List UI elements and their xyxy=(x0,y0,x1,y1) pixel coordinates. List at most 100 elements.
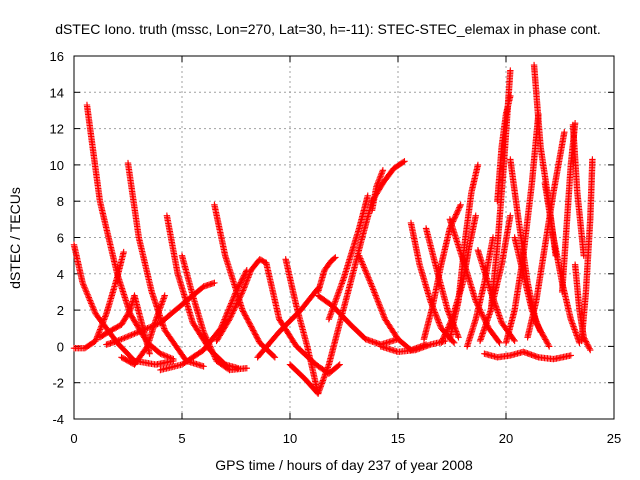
data-point xyxy=(479,312,486,319)
data-point xyxy=(227,300,235,307)
data-point xyxy=(372,292,379,299)
data-point xyxy=(455,205,462,213)
data-point xyxy=(271,354,279,361)
data-point xyxy=(373,295,380,302)
data-point xyxy=(114,337,121,345)
data-point xyxy=(244,316,251,323)
data-point xyxy=(379,310,386,317)
data-point xyxy=(237,293,244,300)
data-point xyxy=(374,180,381,187)
data-point xyxy=(441,332,448,340)
data-point xyxy=(365,275,373,283)
data-point xyxy=(444,324,452,331)
data-point xyxy=(207,344,214,352)
data-point xyxy=(239,288,246,296)
data-point xyxy=(360,264,368,271)
data-point xyxy=(433,313,440,320)
data-point xyxy=(250,327,257,334)
data-point xyxy=(495,338,502,345)
data-point xyxy=(441,331,449,338)
data-point xyxy=(167,354,174,362)
data-point xyxy=(511,337,518,345)
data-point xyxy=(582,336,589,344)
data-point xyxy=(202,333,209,340)
data-point xyxy=(225,306,232,313)
data-point xyxy=(245,317,252,325)
data-point xyxy=(85,294,93,301)
data-point xyxy=(227,313,235,320)
y-tick-label: 8 xyxy=(57,194,64,209)
data-point xyxy=(436,320,443,328)
data-point xyxy=(233,301,240,309)
data-point xyxy=(584,341,591,348)
x-tick-label: 0 xyxy=(70,431,77,446)
data-point xyxy=(245,272,253,280)
data-point xyxy=(226,315,233,323)
data-point xyxy=(544,340,551,347)
x-tick-label: 20 xyxy=(499,431,513,446)
data-point xyxy=(224,307,232,315)
data-point xyxy=(536,325,543,333)
data-point xyxy=(122,334,130,341)
data-point xyxy=(224,309,231,316)
data-point xyxy=(472,212,479,219)
data-point xyxy=(229,297,236,304)
data-point xyxy=(478,310,486,318)
data-point xyxy=(435,317,442,325)
series-7 xyxy=(118,292,168,368)
data-point xyxy=(480,313,487,320)
data-point xyxy=(375,301,383,308)
data-point xyxy=(379,167,387,174)
data-point xyxy=(440,334,447,341)
data-point xyxy=(378,170,385,177)
data-point xyxy=(88,301,96,309)
data-point xyxy=(236,281,243,289)
data-point xyxy=(99,319,107,326)
data-point xyxy=(432,312,440,319)
data-point xyxy=(243,278,250,285)
data-point xyxy=(246,269,254,277)
data-point xyxy=(452,211,460,218)
data-point xyxy=(86,295,93,303)
data-point xyxy=(206,341,213,349)
data-point xyxy=(204,337,211,344)
data-point xyxy=(233,300,241,307)
data-point xyxy=(438,339,445,346)
data-point xyxy=(377,173,384,180)
data-point xyxy=(128,331,135,339)
data-point xyxy=(98,323,105,330)
data-point xyxy=(116,336,124,343)
data-point xyxy=(453,209,461,217)
data-point xyxy=(366,277,373,284)
data-point xyxy=(247,323,255,330)
data-point xyxy=(145,324,153,331)
data-point xyxy=(91,309,99,316)
data-point xyxy=(115,337,122,344)
data-point xyxy=(362,268,370,276)
data-point xyxy=(496,339,503,346)
data-point xyxy=(243,364,250,372)
data-point xyxy=(371,289,378,296)
data-point xyxy=(239,287,247,294)
data-point xyxy=(444,306,451,314)
data-point xyxy=(229,310,236,317)
data-point xyxy=(375,177,382,184)
data-point xyxy=(100,317,107,325)
data-point xyxy=(587,346,594,354)
data-point xyxy=(158,351,166,358)
data-point xyxy=(445,308,452,315)
data-point xyxy=(377,304,384,311)
series-17 xyxy=(254,285,322,361)
data-point xyxy=(237,291,245,299)
data-point xyxy=(238,276,246,283)
data-point xyxy=(240,308,247,315)
series-31 xyxy=(463,234,497,350)
data-point xyxy=(540,333,548,340)
data-point xyxy=(363,271,371,278)
data-point xyxy=(143,344,150,351)
data-point xyxy=(438,338,446,345)
data-point xyxy=(510,336,517,343)
data-point xyxy=(118,335,125,343)
data-point xyxy=(241,282,248,290)
data-point xyxy=(439,336,446,344)
